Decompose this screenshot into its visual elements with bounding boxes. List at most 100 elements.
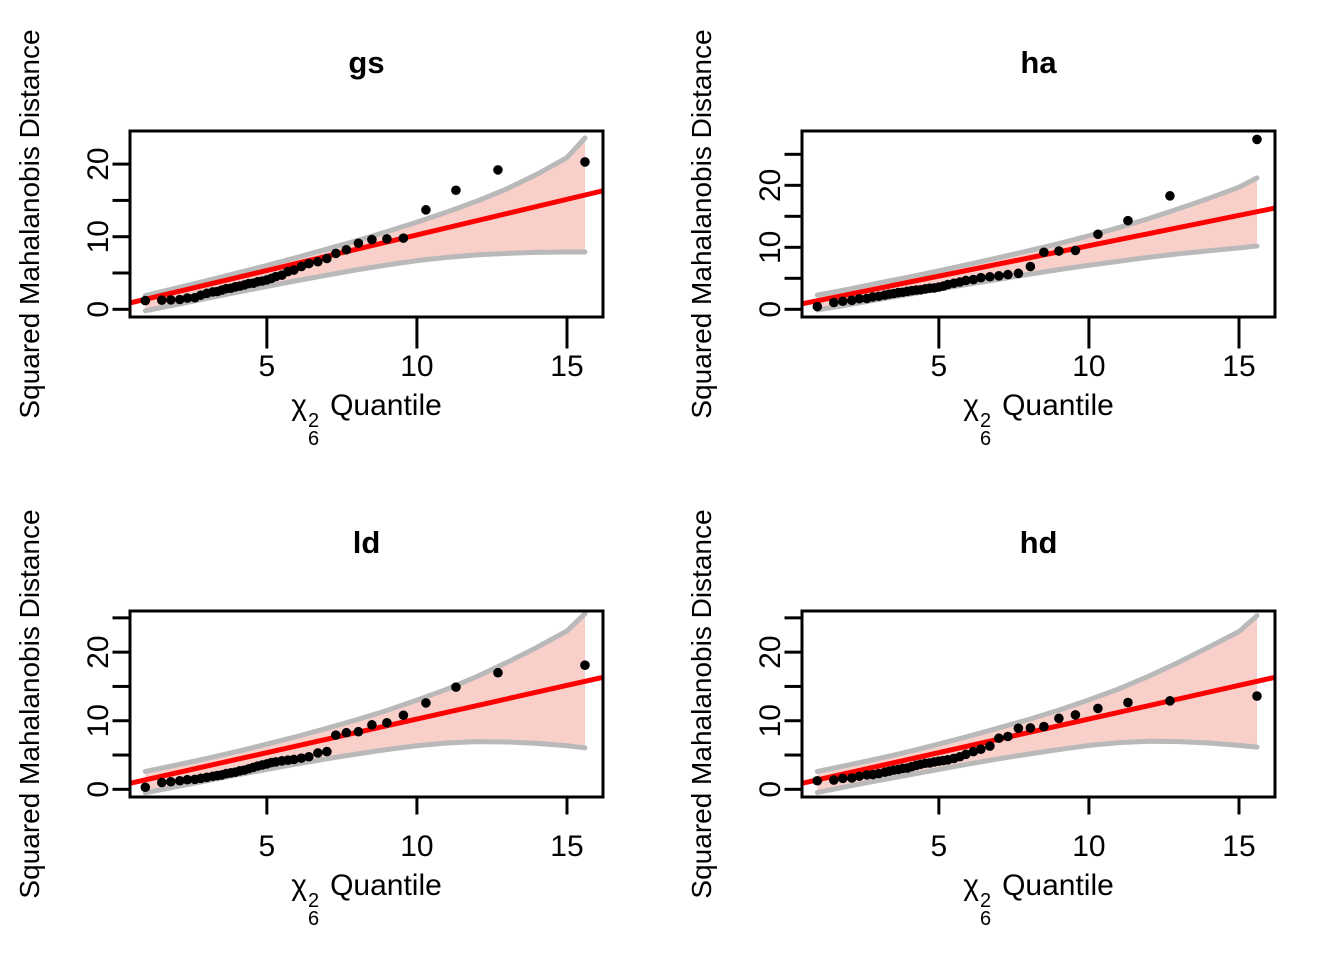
- data-point: [976, 744, 986, 754]
- envelope-upper-border: [814, 175, 1260, 298]
- reference-line: [801, 674, 1276, 786]
- data-point: [367, 720, 377, 730]
- data-point: [157, 295, 167, 306]
- panel-bottom-right: 5 10 15 0 10 20 hd Squared Mahalanobis Distan…: [672, 480, 1344, 960]
- panel-title: gs: [348, 45, 385, 80]
- chi-superscript: 2: [979, 410, 992, 432]
- confidence-envelope: [145, 137, 585, 311]
- data-point: [398, 710, 409, 721]
- data-point: [1003, 269, 1013, 280]
- data-point: [322, 253, 332, 264]
- data-point: [353, 726, 364, 737]
- data-point: [985, 271, 995, 282]
- envelope-upper-border: [142, 611, 588, 774]
- plot-box: [800, 129, 1277, 319]
- data-point: [331, 730, 341, 740]
- data-point: [1025, 723, 1036, 733]
- chi-symbol: χ: [963, 869, 979, 902]
- data-point: [994, 271, 1004, 281]
- y-tick-label: 20: [82, 147, 115, 180]
- data-point: [985, 741, 995, 751]
- data-point: [296, 753, 307, 763]
- data-point: [398, 233, 409, 243]
- y-tick-label: 10: [82, 220, 115, 253]
- x-axis-label-text: Quantile: [330, 389, 442, 422]
- data-point: [812, 775, 823, 786]
- y-tick-label: 0: [82, 781, 115, 798]
- chi-superscript: 2: [307, 410, 320, 432]
- data-point: [1039, 247, 1049, 258]
- data-point: [1165, 191, 1175, 201]
- panel-title: hd: [1019, 525, 1058, 560]
- y-tick-label: 20: [754, 635, 787, 668]
- data-point: [1252, 134, 1262, 145]
- data-point: [182, 774, 193, 785]
- chi-subscript: 6: [979, 908, 992, 930]
- x-tick-label: 10: [1072, 830, 1105, 863]
- confidence-envelope: [817, 177, 1257, 310]
- x-tick-label: 15: [550, 350, 583, 383]
- data-point: [1054, 246, 1064, 256]
- data-point: [313, 256, 323, 267]
- data-point: [1252, 691, 1262, 701]
- data-point: [353, 238, 364, 249]
- data-point: [166, 295, 176, 305]
- data-point: [854, 293, 865, 304]
- plot-box: [800, 609, 1277, 799]
- data-point: [1123, 697, 1133, 708]
- data-point: [140, 782, 151, 793]
- qq-plot-svg: 5 10 15 0 10 20: [82, 609, 605, 863]
- qq-plot-svg: 5 10 15 0 10 20: [754, 609, 1277, 863]
- data-point: [493, 667, 503, 678]
- chi-subscript: 6: [307, 428, 320, 450]
- y-tick-label: 20: [754, 169, 787, 202]
- x-axis-label: χ 2 6 Quantile: [802, 389, 1275, 450]
- x-tick-label: 10: [400, 350, 433, 383]
- data-point: [829, 775, 839, 785]
- x-tick-label: 5: [931, 350, 948, 383]
- data-point: [493, 165, 503, 175]
- x-tick-label: 15: [550, 830, 583, 863]
- data-point: [382, 234, 392, 244]
- data-point: [296, 261, 307, 272]
- data-point: [1025, 261, 1036, 272]
- chi-subscript: 6: [979, 428, 992, 450]
- chi-superscript: 2: [307, 890, 320, 912]
- envelope-upper-border: [814, 613, 1260, 774]
- data-point: [175, 294, 185, 305]
- x-axis-label-text: Quantile: [1002, 389, 1114, 422]
- data-point: [367, 234, 377, 245]
- data-point: [1039, 721, 1049, 732]
- data-point: [847, 773, 857, 783]
- data-point: [331, 248, 341, 259]
- qq-plot-svg: 5 10 15 0 10 20: [754, 129, 1277, 383]
- data-point: [304, 258, 314, 269]
- data-point: [451, 682, 461, 692]
- x-axis-label: χ 2 6 Quantile: [130, 389, 603, 450]
- y-axis-label: Squared Mahalanobis Distance: [686, 509, 717, 899]
- data-point: [580, 660, 590, 670]
- envelope-lower-border: [142, 249, 588, 314]
- x-tick-label: 5: [259, 350, 276, 383]
- data-point: [961, 275, 971, 286]
- chi-symbol: χ: [963, 389, 979, 422]
- data-point: [313, 748, 323, 758]
- y-tick-label: 0: [82, 301, 115, 318]
- data-point: [304, 751, 314, 762]
- data-point: [1093, 703, 1103, 714]
- panel-title: ha: [1020, 45, 1057, 80]
- plot-box: [128, 129, 605, 319]
- qq-plot-svg: 5 10 15 0 10 20: [82, 129, 605, 383]
- envelope-lower-border: [814, 738, 1260, 795]
- data-point: [1003, 731, 1013, 742]
- chi-superscript: 2: [979, 890, 992, 912]
- y-axis-label: Squared Mahalanobis Distance: [14, 509, 45, 899]
- panel-bottom-left: 5 10 15 0 10 20 ld Squared Mahalanobis Distan…: [0, 480, 672, 960]
- x-axis-label: χ 2 6 Quantile: [802, 869, 1275, 930]
- panel-title: ld: [352, 525, 381, 560]
- data-point: [341, 727, 352, 738]
